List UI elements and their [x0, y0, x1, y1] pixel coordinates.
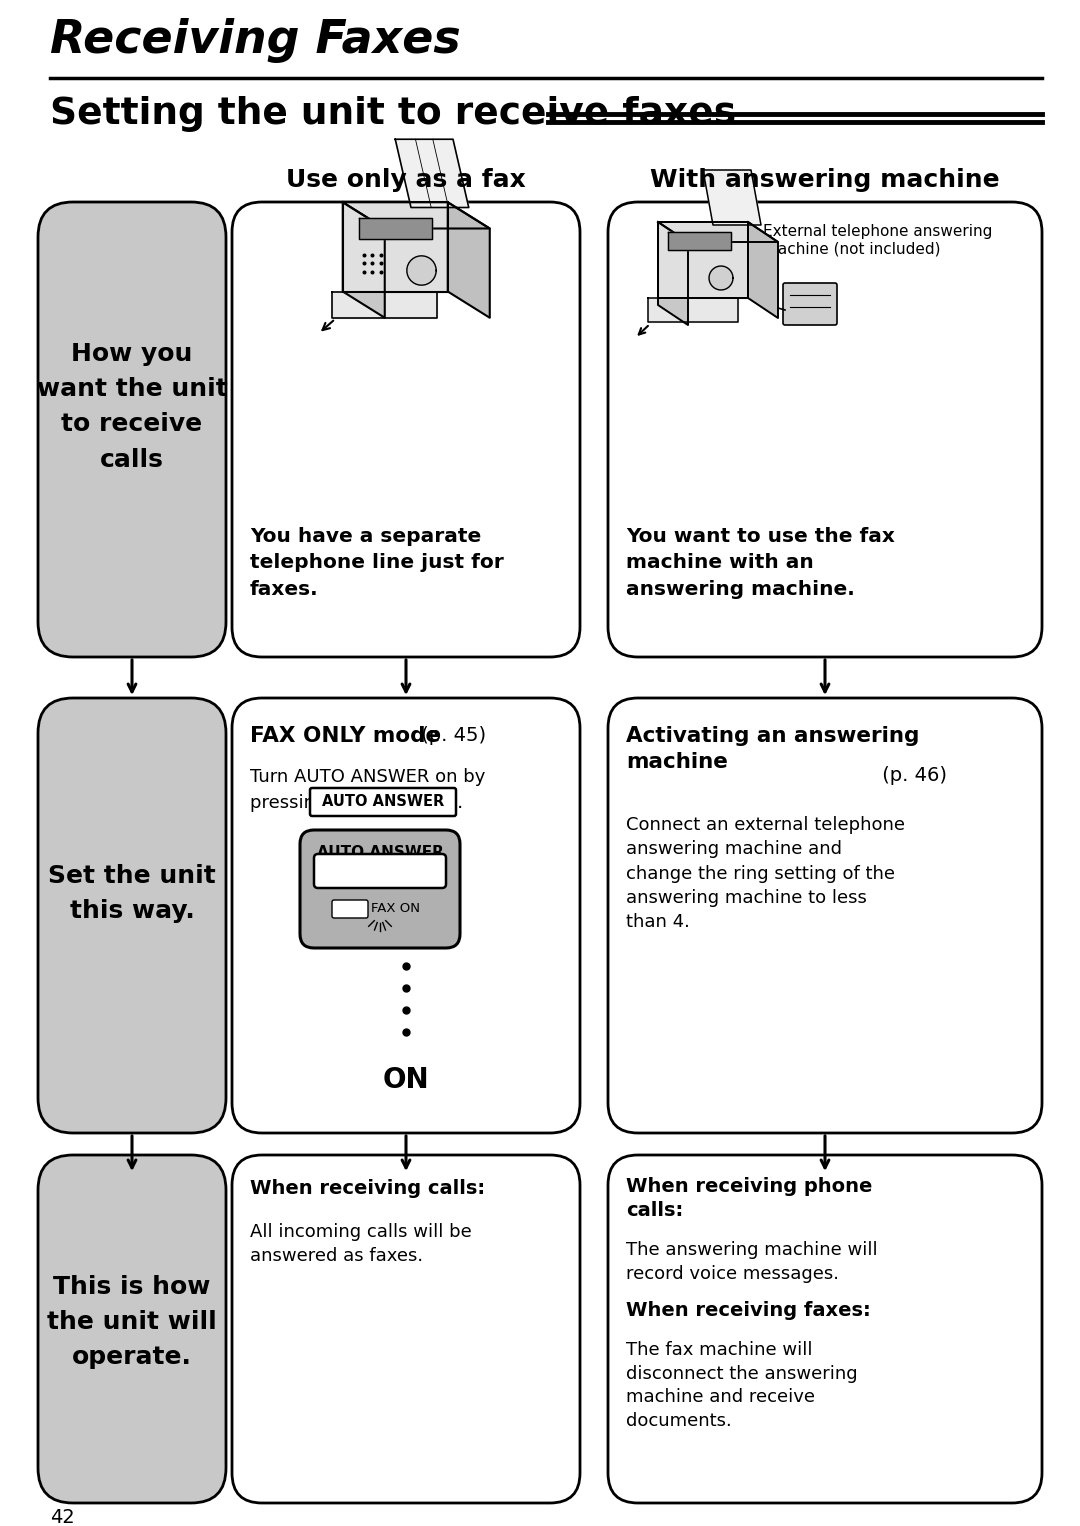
Polygon shape [359, 218, 432, 240]
Text: You want to use the fax
machine with an
answering machine.: You want to use the fax machine with an … [626, 526, 895, 600]
Polygon shape [658, 221, 748, 298]
Text: Activating an answering
machine: Activating an answering machine [626, 726, 919, 772]
FancyBboxPatch shape [310, 787, 456, 816]
Polygon shape [395, 139, 469, 208]
Polygon shape [342, 203, 384, 317]
Text: The answering machine will
record voice messages.: The answering machine will record voice … [626, 1241, 878, 1282]
Text: This is how
the unit will
operate.: This is how the unit will operate. [48, 1274, 217, 1369]
Text: FAX ONLY mode: FAX ONLY mode [249, 726, 441, 746]
Text: When receiving phone
calls:: When receiving phone calls: [626, 1177, 873, 1219]
Text: Turn AUTO ANSWER on by: Turn AUTO ANSWER on by [249, 768, 485, 786]
Text: All incoming calls will be
answered as faxes.: All incoming calls will be answered as f… [249, 1222, 472, 1265]
Polygon shape [748, 221, 778, 317]
Polygon shape [648, 298, 738, 322]
Text: The fax machine will
disconnect the answering
machine and receive
documents.: The fax machine will disconnect the answ… [626, 1341, 858, 1430]
FancyBboxPatch shape [314, 855, 446, 888]
Text: When receiving faxes:: When receiving faxes: [626, 1302, 870, 1320]
Text: pressing: pressing [249, 794, 333, 812]
Text: Set the unit
this way.: Set the unit this way. [49, 864, 216, 923]
Polygon shape [703, 169, 761, 224]
Text: (p. 46): (p. 46) [876, 766, 947, 784]
FancyBboxPatch shape [232, 1155, 580, 1503]
Polygon shape [658, 221, 778, 243]
Text: Connect an external telephone
answering machine and
change the ring setting of t: Connect an external telephone answering … [626, 816, 905, 931]
FancyBboxPatch shape [232, 201, 580, 658]
FancyBboxPatch shape [300, 830, 460, 948]
Text: When receiving calls:: When receiving calls: [249, 1180, 485, 1198]
Text: 42: 42 [50, 1508, 75, 1526]
Text: Receiving Faxes: Receiving Faxes [50, 18, 461, 63]
Polygon shape [658, 221, 688, 325]
FancyBboxPatch shape [38, 697, 226, 1132]
Text: .: . [457, 792, 463, 812]
FancyBboxPatch shape [232, 697, 580, 1132]
Polygon shape [333, 291, 437, 317]
FancyBboxPatch shape [38, 201, 226, 658]
Text: AUTO ANSWER: AUTO ANSWER [316, 845, 444, 861]
FancyBboxPatch shape [38, 1155, 226, 1503]
Polygon shape [448, 203, 489, 317]
FancyBboxPatch shape [332, 900, 368, 919]
FancyBboxPatch shape [608, 697, 1042, 1132]
Polygon shape [407, 256, 436, 285]
Polygon shape [710, 266, 733, 290]
Text: AUTO ANSWER: AUTO ANSWER [322, 795, 444, 809]
Text: ON: ON [382, 1067, 430, 1094]
Text: How you
want the unit
to receive
calls: How you want the unit to receive calls [37, 342, 228, 472]
Polygon shape [669, 232, 731, 250]
Text: Use only as a fax: Use only as a fax [286, 168, 526, 192]
Text: External telephone answering
machine (not included): External telephone answering machine (no… [762, 224, 993, 256]
Polygon shape [342, 203, 489, 229]
Text: You have a separate
telephone line just for
faxes.: You have a separate telephone line just … [249, 526, 503, 600]
Text: (p. 45): (p. 45) [415, 726, 486, 745]
FancyBboxPatch shape [608, 1155, 1042, 1503]
FancyBboxPatch shape [783, 282, 837, 325]
Polygon shape [342, 203, 448, 291]
FancyBboxPatch shape [608, 201, 1042, 658]
Text: Setting the unit to receive faxes: Setting the unit to receive faxes [50, 96, 737, 133]
Text: FAX ON: FAX ON [372, 902, 420, 916]
Text: With answering machine: With answering machine [650, 168, 1000, 192]
